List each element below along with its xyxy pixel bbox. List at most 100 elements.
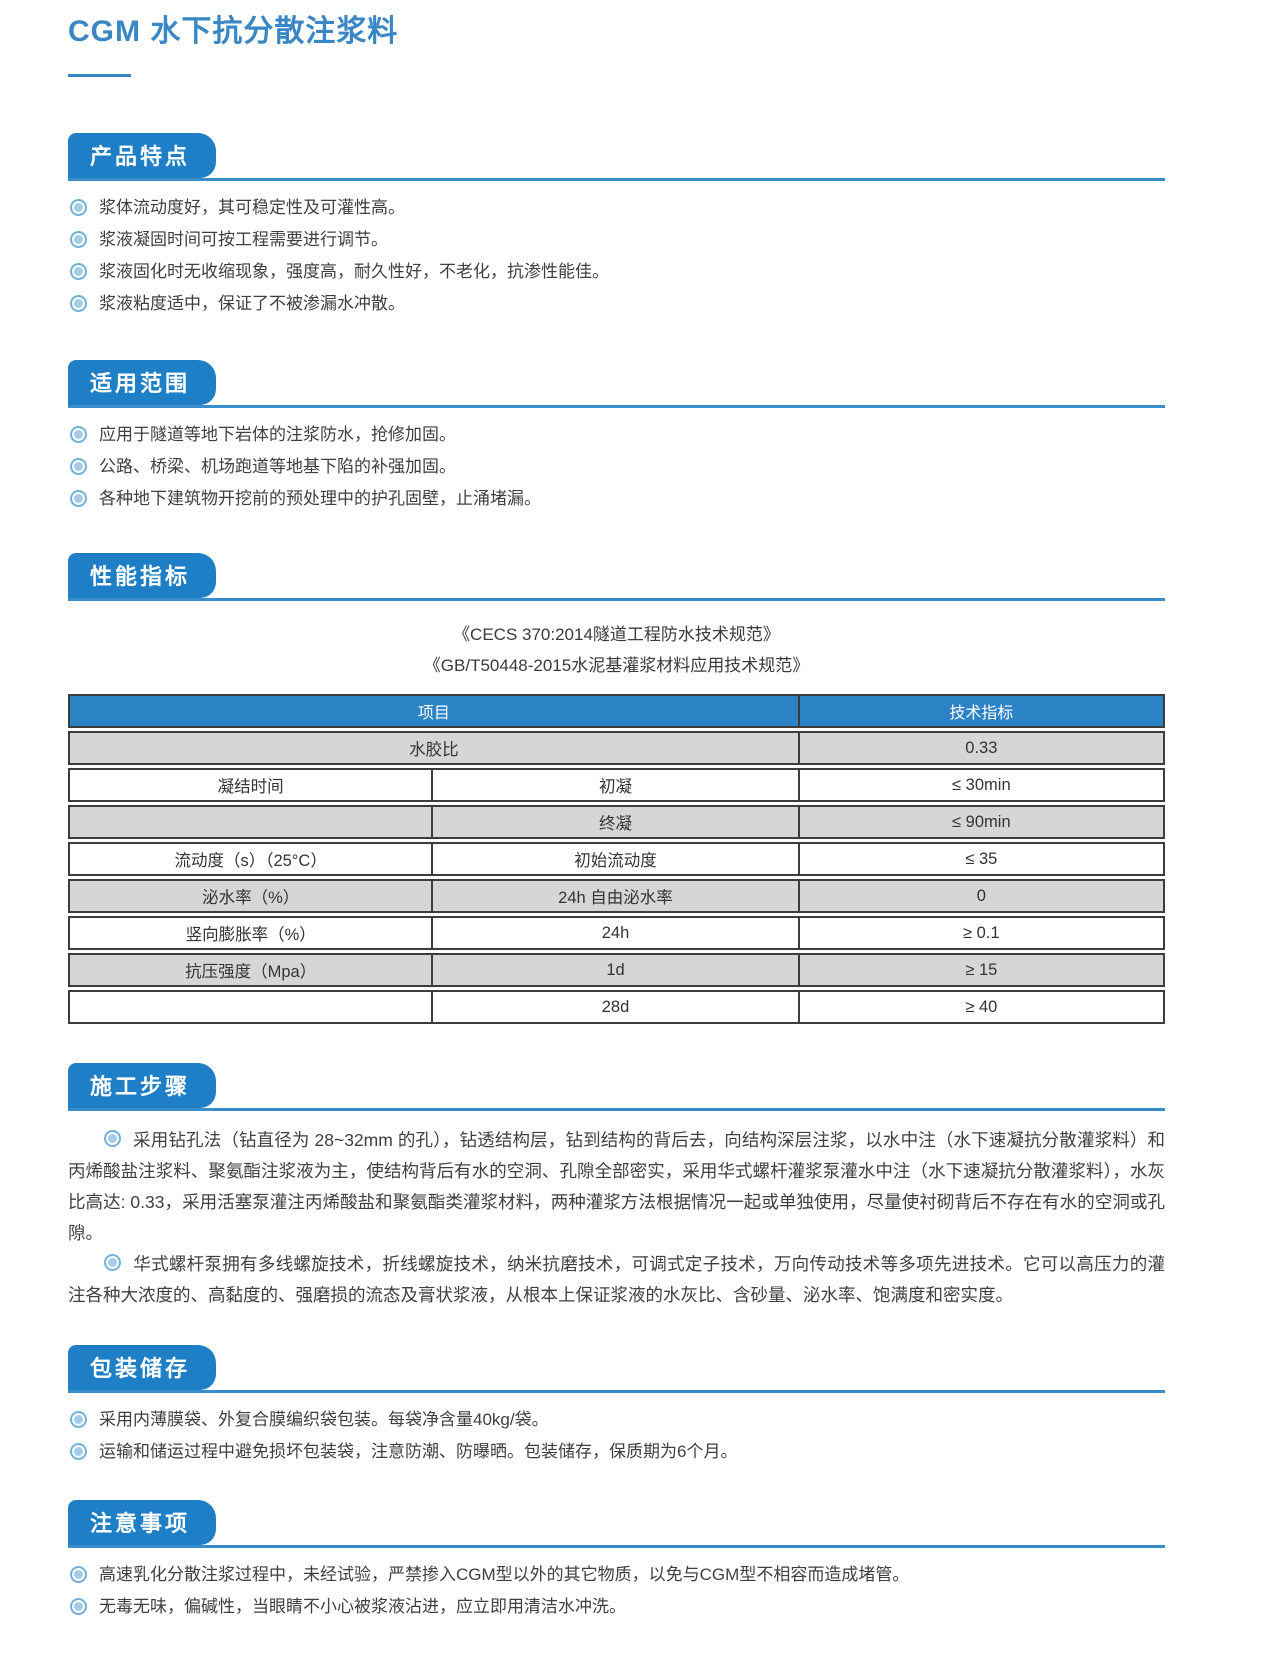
table-cell: ≥ 40 [799, 990, 1165, 1024]
table-cell [68, 805, 434, 839]
list-item-text: 采用内薄膜袋、外复合膜编织袋包装。每袋净含量40kg/袋。 [99, 1410, 549, 1429]
table-cell: 竖向膨胀率（%） [68, 916, 434, 950]
section-notes: 注意事项 高速乳化分散注浆过程中，未经试验，严禁掺入CGM型以外的其它物质，以免… [68, 1500, 1165, 1619]
table-row: 凝结时间 初凝 ≤ 30min [68, 768, 1165, 802]
table-cell: 初凝 [433, 768, 800, 802]
table-row: 水胶比 0.33 [68, 731, 1165, 765]
bullet-ring-icon [70, 263, 87, 280]
section-badge: 性能指标 [68, 553, 217, 598]
list-item: 运输和储运过程中避免损坏包装袋，注意防潮、防曝晒。包装储存，保质期为6个月。 [68, 1440, 1165, 1464]
bullet-ring-icon [104, 1254, 121, 1271]
standards-references: 《CECS 370:2014隧道工程防水技术规范》 《GB/T50448-201… [68, 619, 1165, 681]
table-cell: 水胶比 [68, 731, 800, 765]
section-header: 性能指标 [68, 553, 1165, 601]
section-badge: 产品特点 [68, 133, 217, 178]
bullet-ring-icon [70, 1443, 87, 1460]
list-item-text: 高速乳化分散注浆过程中，未经试验，严禁掺入CGM型以外的其它物质，以免与CGM型… [99, 1565, 910, 1584]
list-item: 各种地下建筑物开挖前的预处理中的护孔固壁，止涌堵漏。 [68, 487, 1165, 511]
table-cell [68, 990, 434, 1024]
list-item: 浆液凝固时间可按工程需要进行调节。 [68, 228, 1165, 252]
table-cell: 抗压强度（Mpa） [68, 953, 434, 987]
list-item-text: 浆液粘度适中，保证了不被渗漏水冲散。 [99, 294, 405, 313]
bullet-ring-icon [70, 199, 87, 216]
page-title: CGM 水下抗分散注浆料 [68, 15, 399, 48]
table-cell: 28d [433, 990, 800, 1024]
list-item-text: 浆液凝固时间可按工程需要进行调节。 [99, 230, 388, 249]
performance-table: 项目 技术指标 水胶比 0.33 凝结时间 初凝 ≤ 30min 终凝 ≤ 90min 流动度… [68, 691, 1165, 1027]
bullet-ring-icon [70, 458, 87, 475]
section-header: 施工步骤 [68, 1063, 1165, 1111]
list-item: 浆液固化时无收缩现象，强度高，耐久性好，不老化，抗渗性能佳。 [68, 260, 1165, 284]
section-badge: 包装储存 [68, 1345, 217, 1390]
title-underline [68, 74, 131, 77]
notes-list: 高速乳化分散注浆过程中，未经试验，严禁掺入CGM型以外的其它物质，以免与CGM型… [68, 1563, 1165, 1619]
section-features: 产品特点 浆体流动度好，其可稳定性及可灌性高。 浆液凝固时间可按工程需要进行调节… [68, 133, 1165, 316]
packaging-list: 采用内薄膜袋、外复合膜编织袋包装。每袋净含量40kg/袋。 运输和储运过程中避免… [68, 1408, 1165, 1464]
construction-paragraphs: 采用钻孔法（钻直径为 28~32mm 的孔），钻透结构层，钻到结构的背后去，向结… [68, 1125, 1165, 1311]
table-cell: 0.33 [799, 731, 1165, 765]
list-item-text: 运输和储运过程中避免损坏包装袋，注意防潮、防曝晒。包装储存，保质期为6个月。 [99, 1442, 738, 1461]
bullet-ring-icon [70, 295, 87, 312]
bullet-ring-icon [70, 1411, 87, 1428]
list-item-text: 应用于隧道等地下岩体的注浆防水，抢修加固。 [99, 425, 456, 444]
section-scope: 适用范围 应用于隧道等地下岩体的注浆防水，抢修加固。 公路、桥梁、机场跑道等地基… [68, 360, 1165, 511]
table-cell: 24h [433, 916, 800, 950]
section-construction: 施工步骤 采用钻孔法（钻直径为 28~32mm 的孔），钻透结构层，钻到结构的背… [68, 1063, 1165, 1311]
table-row: 泌水率（%） 24h 自由泌水率 0 [68, 879, 1165, 913]
list-item-text: 无毒无味，偏碱性，当眼睛不小心被浆液沾进，应立即用清洁水冲洗。 [99, 1597, 626, 1616]
section-badge: 适用范围 [68, 360, 217, 405]
table-cell: 初始流动度 [433, 842, 800, 876]
list-item: 无毒无味，偏碱性，当眼睛不小心被浆液沾进，应立即用清洁水冲洗。 [68, 1595, 1165, 1619]
table-header-item: 项目 [68, 694, 800, 728]
list-item: 采用内薄膜袋、外复合膜编织袋包装。每袋净含量40kg/袋。 [68, 1408, 1165, 1432]
table-cell: ≥ 15 [799, 953, 1165, 987]
section-header: 适用范围 [68, 360, 1165, 408]
table-cell: 0 [799, 879, 1165, 913]
table-cell: 凝结时间 [68, 768, 434, 802]
section-header: 包装储存 [68, 1345, 1165, 1393]
section-badge: 注意事项 [68, 1500, 217, 1545]
list-item-text: 各种地下建筑物开挖前的预处理中的护孔固壁，止涌堵漏。 [99, 489, 541, 508]
section-header: 产品特点 [68, 133, 1165, 181]
bullet-ring-icon [104, 1130, 121, 1147]
section-badge: 施工步骤 [68, 1063, 217, 1108]
table-cell: 1d [433, 953, 800, 987]
bullet-ring-icon [70, 1566, 87, 1583]
section-packaging: 包装储存 采用内薄膜袋、外复合膜编织袋包装。每袋净含量40kg/袋。 运输和储运… [68, 1345, 1165, 1464]
list-item-text: 公路、桥梁、机场跑道等地基下陷的补强加固。 [99, 457, 456, 476]
table-cell: ≤ 30min [799, 768, 1165, 802]
paragraph-text: 华式螺杆泵拥有多线螺旋技术，折线螺旋技术，纳米抗磨技术，可调式定子技术，万向传动… [68, 1254, 1165, 1305]
list-item: 高速乳化分散注浆过程中，未经试验，严禁掺入CGM型以外的其它物质，以免与CGM型… [68, 1563, 1165, 1587]
table-row: 终凝 ≤ 90min [68, 805, 1165, 839]
table-cell: ≤ 90min [799, 805, 1165, 839]
standard-reference: 《CECS 370:2014隧道工程防水技术规范》 [453, 625, 780, 644]
section-header: 注意事项 [68, 1500, 1165, 1548]
table-cell: 流动度（s）（25°C） [68, 842, 434, 876]
section-performance: 性能指标 《CECS 370:2014隧道工程防水技术规范》 《GB/T5044… [68, 553, 1165, 1027]
table-cell: ≤ 35 [799, 842, 1165, 876]
list-item: 浆体流动度好，其可稳定性及可灌性高。 [68, 196, 1165, 220]
table-row: 28d ≥ 40 [68, 990, 1165, 1024]
feature-list: 浆体流动度好，其可稳定性及可灌性高。 浆液凝固时间可按工程需要进行调节。 浆液固… [68, 196, 1165, 316]
scope-list: 应用于隧道等地下岩体的注浆防水，抢修加固。 公路、桥梁、机场跑道等地基下陷的补强… [68, 423, 1165, 511]
list-item-text: 浆体流动度好，其可稳定性及可灌性高。 [99, 198, 405, 217]
paragraph-text: 采用钻孔法（钻直径为 28~32mm 的孔），钻透结构层，钻到结构的背后去，向结… [68, 1130, 1165, 1243]
table-header-row: 项目 技术指标 [68, 694, 1165, 728]
list-item-text: 浆液固化时无收缩现象，强度高，耐久性好，不老化，抗渗性能佳。 [99, 262, 609, 281]
bullet-ring-icon [70, 426, 87, 443]
table-cell: ≥ 0.1 [799, 916, 1165, 950]
table-cell: 24h 自由泌水率 [433, 879, 800, 913]
bullet-ring-icon [70, 1598, 87, 1615]
list-item: 浆液粘度适中，保证了不被渗漏水冲散。 [68, 292, 1165, 316]
list-item: 应用于隧道等地下岩体的注浆防水，抢修加固。 [68, 423, 1165, 447]
table-row: 竖向膨胀率（%） 24h ≥ 0.1 [68, 916, 1165, 950]
paragraph: 采用钻孔法（钻直径为 28~32mm 的孔），钻透结构层，钻到结构的背后去，向结… [68, 1125, 1165, 1249]
paragraph: 华式螺杆泵拥有多线螺旋技术，折线螺旋技术，纳米抗磨技术，可调式定子技术，万向传动… [68, 1249, 1165, 1311]
table-body: 水胶比 0.33 凝结时间 初凝 ≤ 30min 终凝 ≤ 90min 流动度（s）（25°C… [68, 731, 1165, 1024]
table-row: 抗压强度（Mpa） 1d ≥ 15 [68, 953, 1165, 987]
table-header-indicator: 技术指标 [799, 694, 1165, 728]
list-item: 公路、桥梁、机场跑道等地基下陷的补强加固。 [68, 455, 1165, 479]
standard-reference: 《GB/T50448-2015水泥基灌浆材料应用技术规范》 [423, 656, 810, 675]
bullet-ring-icon [70, 231, 87, 248]
